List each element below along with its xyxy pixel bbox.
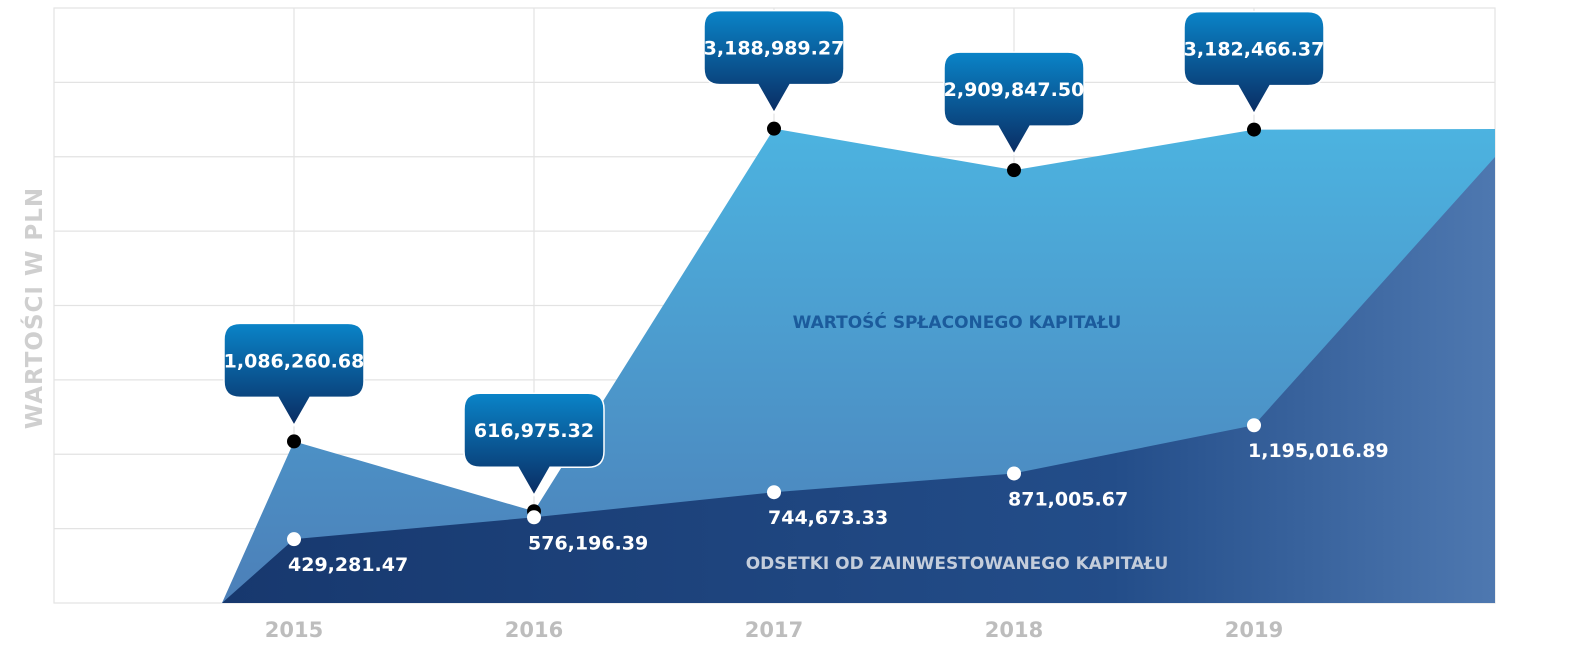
x-tick-label: 2018	[985, 618, 1043, 642]
x-tick-label: 2019	[1225, 618, 1283, 642]
callout: 2,909,847.50	[943, 51, 1085, 156]
lower-value-label: 1,195,016.89	[1248, 440, 1389, 462]
lower-point	[527, 510, 541, 525]
lower-point	[767, 485, 781, 500]
series-label-upper: WARTOŚĆ SPŁACONEGO KAPITAŁU	[793, 311, 1122, 333]
callout: 3,188,989.27	[703, 9, 845, 115]
callout-box	[703, 9, 845, 115]
lower-value-label: 576,196.39	[528, 532, 648, 554]
x-tick-label: 2017	[745, 618, 803, 642]
upper-point	[287, 434, 301, 449]
upper-value-label: 1,086,260.68	[224, 350, 365, 372]
markers	[287, 121, 1261, 547]
upper-value-label: 3,188,989.27	[704, 38, 845, 60]
area-lower	[222, 157, 1495, 603]
series-label-lower: ODSETKI OD ZAINWESTOWANEGO KAPITAŁU	[746, 554, 1169, 574]
upper-value-label: 2,909,847.50	[944, 79, 1085, 101]
callout: 1,086,260.68	[223, 322, 365, 427]
lower-point	[1007, 466, 1021, 481]
callout: 616,975.32	[463, 392, 605, 497]
upper-value-label: 616,975.32	[474, 420, 594, 442]
lower-point	[287, 532, 301, 547]
areas	[222, 128, 1495, 603]
labels: 1,086,260.68 616,975.32 3,188,989.27 2,909,…	[20, 9, 1389, 642]
callout-box	[943, 51, 1085, 156]
callout: 3,182,466.37	[1183, 10, 1325, 116]
lower-value-label: 429,281.47	[288, 554, 408, 576]
upper-point	[767, 121, 781, 136]
upper-value-label: 3,182,466.37	[1184, 39, 1325, 61]
lower-value-label: 871,005.67	[1008, 488, 1128, 510]
y-axis-label: WARTOŚCI W PLN	[20, 187, 48, 429]
lower-point	[1247, 418, 1261, 433]
x-tick-label: 2016	[505, 618, 563, 642]
callout-box	[463, 392, 605, 497]
callout-box	[1183, 10, 1325, 116]
x-tick-label: 2015	[265, 618, 323, 642]
lower-value-label: 744,673.33	[768, 507, 888, 529]
upper-point	[1007, 163, 1021, 178]
callout-box	[223, 322, 365, 427]
upper-point	[1247, 122, 1261, 137]
